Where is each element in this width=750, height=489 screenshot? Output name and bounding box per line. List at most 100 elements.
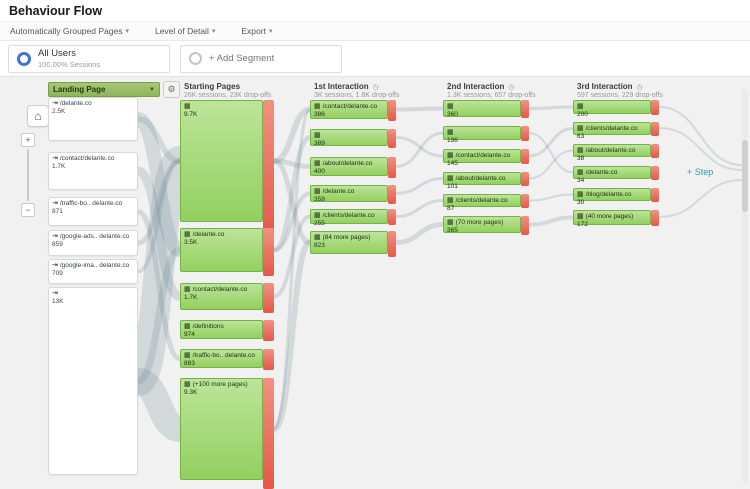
flow-node[interactable]: ▦/delante.co 3.5K [180, 228, 263, 272]
drop-off-bar [388, 129, 396, 148]
scrollbar-thumb[interactable] [742, 140, 748, 212]
flow-node[interactable]: ▦/about/delante.co 38 [573, 144, 651, 162]
home-button[interactable]: ⌂ [27, 105, 49, 127]
node-value: 709 [52, 270, 63, 277]
segment-title: All Users [38, 47, 77, 59]
flow-node[interactable]: ▦ (84 more pages) 823 [310, 231, 388, 254]
page-icon: ▦ [577, 213, 584, 220]
node-value: 974 [184, 331, 195, 338]
flow-node[interactable]: ▦/clients/delante.co 255 [310, 209, 388, 227]
flow-node[interactable]: ▦/about/delante.co 400 [310, 157, 388, 176]
node-value: 9.7K [184, 111, 198, 118]
node-label: /traffic-bo.. delante.co [59, 200, 123, 207]
node-label: /clients/delante.co [585, 125, 638, 132]
node-label: /blog/delante.co [585, 191, 632, 198]
flow-node[interactable]: ▦/clients/delante.co 87 [443, 194, 521, 212]
flow-node[interactable]: ▦ (40 more pages) 172 [573, 210, 651, 228]
node-label: /contact/delante.co [455, 152, 511, 159]
drop-off-bar [651, 166, 659, 180]
page-icon: ▦ [314, 188, 321, 195]
flow-node[interactable]: ▦/about/delante.co 101 [443, 172, 521, 190]
drop-off-bar [388, 231, 396, 257]
page-icon: ▦ [447, 175, 454, 182]
dimension-select[interactable]: Landing Page ▼ [48, 82, 160, 97]
flow-node[interactable]: ▦/contact/delante.co 1.7K [180, 283, 263, 310]
page-icon: ▦ [577, 191, 584, 198]
node-label: (84 more pages) [322, 234, 371, 241]
node-label: /delante.co [192, 231, 225, 238]
flow-node[interactable]: ▦/traffic-bo.. delante.co 883 [180, 349, 263, 368]
flow-node[interactable]: ▦ (70 more pages) 365 [443, 216, 521, 234]
landing-page-node[interactable]: ⇥/google-ima.. delante.co 709 [48, 259, 138, 284]
node-value: 87 [447, 205, 455, 212]
page-icon: ▦ [184, 103, 191, 110]
node-label: (+100 more pages) [192, 381, 248, 388]
flow-node[interactable]: ▦ (+100 more pages) 9.3K [180, 378, 263, 480]
landing-page-node[interactable]: ⇥/traffic-bo.. delante.co 871 [48, 197, 138, 226]
flow-node[interactable]: ▦/definitions 974 [180, 320, 263, 339]
landing-page-node[interactable]: ⇥/delante.co 2.5K [48, 97, 138, 141]
menu-grouped-pages[interactable]: Automatically Grouped Pages ▾ [10, 26, 129, 36]
flow-node[interactable]: ▦/delante.co 34 [573, 166, 651, 184]
menu-level-of-detail[interactable]: Level of Detail ▾ [155, 26, 215, 36]
zoom-out-button[interactable]: − [21, 203, 35, 217]
add-segment-label: + Add Segment [209, 53, 275, 64]
node-value: 1.7K [184, 294, 198, 301]
column-header: 3rd Interaction ◷ 597 sessions, 229 drop-o… [577, 82, 663, 99]
node-label: /clients/delante.co [322, 212, 375, 219]
flow-settings-button[interactable]: ⚙ [163, 81, 180, 98]
node-value: 101 [447, 183, 458, 190]
menu-export-label: Export [241, 26, 266, 36]
page-icon: ▦ [184, 323, 191, 330]
column-subtitle: 26K sessions, 23K drop-offs [184, 92, 272, 99]
flow-node[interactable]: ▦ 196 [443, 126, 521, 144]
node-value: 63 [577, 133, 585, 140]
segment-all-users[interactable]: All Users 100.00% Sessions [8, 44, 170, 73]
add-segment-button[interactable]: + Add Segment [180, 44, 342, 73]
node-label: (70 more pages) [455, 219, 504, 226]
column-options-icon[interactable]: ◷ [508, 83, 515, 91]
node-value: 358 [314, 196, 325, 203]
flow-node[interactable]: ▦ 389 [310, 129, 388, 147]
column-title: Starting Pages [184, 82, 241, 91]
column-options-icon[interactable]: ◷ [636, 83, 643, 91]
flow-node[interactable]: ▦/blog/delante.co 30 [573, 188, 651, 206]
add-step-button[interactable]: + Step [687, 167, 714, 177]
landing-arrow-icon: ⇥ [52, 233, 58, 240]
node-label: /google-ads.. delante.co [59, 233, 130, 240]
flow-node[interactable]: ▦ 9.7K [180, 100, 263, 222]
zoom-in-button[interactable]: + [21, 133, 35, 147]
node-label: /delante.co [322, 188, 355, 195]
node-value: 2.5K [52, 108, 66, 115]
flow-node[interactable]: ▦ 200 [573, 100, 651, 118]
flow-node[interactable]: ▦/contact/delante.co 145 [443, 149, 521, 167]
segment-subtitle: 100.00% Sessions [38, 59, 101, 69]
page-icon: ▦ [447, 219, 454, 226]
zoom-slider[interactable] [27, 149, 29, 201]
flow-node[interactable]: ▦/delante.co 358 [310, 185, 388, 203]
node-label: /google-ima.. delante.co [59, 262, 130, 269]
flow-node[interactable]: ▦/contact/delante.co 386 [310, 100, 388, 119]
vertical-scrollbar[interactable] [742, 88, 748, 483]
node-value: 360 [447, 111, 458, 118]
flow-node[interactable]: ▦/clients/delante.co 63 [573, 122, 651, 140]
drop-off-bar [263, 283, 274, 313]
menu-export[interactable]: Export ▾ [241, 26, 272, 36]
gear-icon: ⚙ [167, 84, 176, 94]
node-value: 389 [314, 140, 325, 147]
node-value: 871 [52, 208, 63, 215]
column-options-icon[interactable]: ◷ [372, 83, 379, 91]
node-label: /traffic-bo.. delante.co [192, 352, 256, 359]
column-subtitle: 1.3K sessions, 657 drop-offs [447, 92, 536, 99]
page-icon: ▦ [447, 103, 454, 110]
node-value: 386 [314, 111, 325, 118]
landing-page-node[interactable]: ⇥ 13K [48, 287, 138, 475]
landing-page-node[interactable]: ⇥/google-ads.. delante.co 859 [48, 230, 138, 256]
flow-node[interactable]: ▦ 360 [443, 100, 521, 118]
node-label: /delante.co [585, 169, 618, 176]
landing-page-node[interactable]: ⇥/contact/delante.co 1.7K [48, 152, 138, 190]
node-label: /contact/delante.co [192, 286, 248, 293]
column-subtitle: 597 sessions, 229 drop-offs [577, 92, 663, 99]
landing-arrow-icon: ⇥ [52, 200, 58, 207]
